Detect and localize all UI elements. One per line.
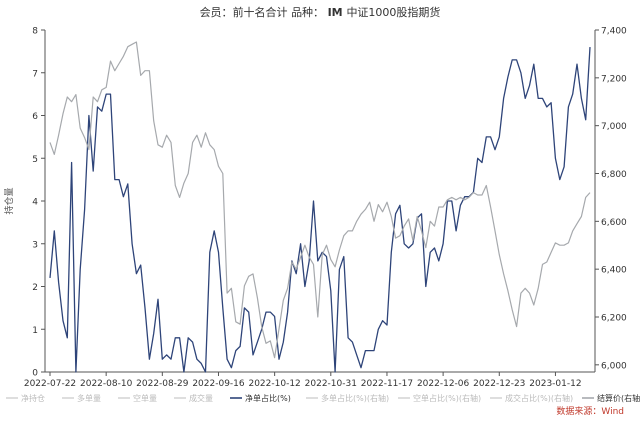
- chart-title-text: 会员：前十名合计 品种： IM 中证1000股指期货: [200, 5, 441, 19]
- legend-label: 多单量: [77, 393, 101, 403]
- left-tick-label: 2: [32, 283, 38, 293]
- title-member-value: 前十名合计: [233, 5, 292, 19]
- title-variety-label: 品种：: [291, 5, 328, 19]
- left-tick-label: 0: [32, 369, 38, 379]
- y-axis-label: 持仓量: [3, 187, 15, 214]
- x-tick-label: 2022-11-17: [361, 379, 413, 389]
- right-tick-label: 7,000: [601, 122, 627, 132]
- axes: 0 1 2 3 4 5 6 7 8 6,000 6,200 6,400 6,600 6,800 7,000 7…: [3, 27, 627, 390]
- right-tick-label: 6,600: [601, 218, 627, 228]
- title-member-label: 会员：: [200, 6, 233, 19]
- left-tick-label: 3: [32, 240, 38, 250]
- x-tick-label: 2022-08-10: [80, 379, 133, 389]
- right-tick-label: 6,200: [601, 313, 627, 323]
- x-tick-label: 2022-12-23: [473, 379, 525, 389]
- x-tick-label: 2022-10-31: [305, 379, 357, 389]
- left-tick-label: 4: [32, 198, 38, 208]
- legend-item: 成交量: [174, 393, 213, 403]
- legend-item: 净持仓: [6, 393, 45, 403]
- x-tick-label: 2023-01-12: [529, 379, 581, 389]
- x-tick-label: 2022-08-29: [136, 379, 189, 389]
- legend-item: 多单占比(%)(右轴): [306, 393, 389, 403]
- left-tick-label: 7: [32, 69, 38, 79]
- title-variety-name: 中证1000股指期货: [346, 5, 440, 19]
- series-group: [49, 41, 591, 373]
- x-tick-label: 2022-12-06: [417, 379, 470, 389]
- left-tick-label: 8: [32, 27, 38, 37]
- left-tick-label: 6: [32, 112, 38, 122]
- x-tick-label: 2022-09-16: [192, 379, 245, 389]
- source-note: 数据来源：Wind: [556, 405, 624, 417]
- right-tick-label: 6,800: [601, 170, 627, 180]
- legend-label: 空单量: [133, 393, 157, 403]
- right-tick-label: 6,400: [601, 266, 627, 276]
- legend-label: 净持仓: [21, 393, 45, 403]
- legend-item: 空单占比(%)(右轴): [398, 393, 481, 403]
- legend-label: 结算价(右轴): [597, 393, 640, 403]
- right-tick-label: 7,200: [601, 74, 627, 84]
- right-tick-label: 6,000: [601, 361, 627, 371]
- chart-title: 会员：前十名合计 品种： IM 中证1000股指期货: [200, 5, 441, 19]
- legend-label: 成交量: [189, 393, 213, 403]
- x-tick-label: 2022-10-12: [248, 379, 300, 389]
- legend-label: 多单占比(%)(右轴): [321, 393, 389, 403]
- right-tick-label: 7,400: [601, 27, 627, 37]
- title-variety-code: IM: [328, 6, 347, 19]
- net-ratio-line: [49, 47, 591, 373]
- legend-item: 结算价(右轴): [582, 393, 640, 403]
- legend-label: 净单占比(%): [245, 393, 291, 403]
- x-tick-label: 2022-07-22: [24, 379, 76, 389]
- settlement-price-line: [49, 41, 591, 359]
- left-tick-label: 1: [32, 326, 38, 336]
- legend-item: 成交占比(%)(右轴): [490, 393, 573, 403]
- legend-item: 净单占比(%): [230, 393, 291, 403]
- legend-item: 多单量: [62, 393, 101, 403]
- left-tick-label: 5: [32, 155, 38, 165]
- legend-item: 空单量: [118, 393, 157, 403]
- legend: 净持仓 多单量 空单量 成交量 净单占比(%) 多单占比(%)(右轴) 空单占比(%)(右轴…: [6, 393, 640, 403]
- legend-label: 空单占比(%)(右轴): [413, 393, 481, 403]
- legend-label: 成交占比(%)(右轴): [505, 393, 573, 403]
